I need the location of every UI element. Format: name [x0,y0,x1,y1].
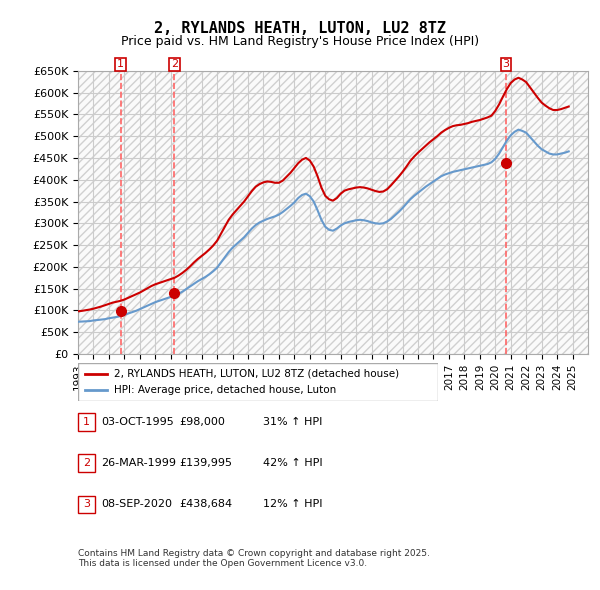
Text: 12% ↑ HPI: 12% ↑ HPI [263,500,322,509]
Text: £98,000: £98,000 [179,417,224,427]
Text: £139,995: £139,995 [179,458,232,468]
Text: 2: 2 [171,60,178,70]
Text: 3: 3 [83,500,90,509]
Text: Contains HM Land Registry data © Crown copyright and database right 2025.
This d: Contains HM Land Registry data © Crown c… [78,549,430,568]
Text: 2, RYLANDS HEATH, LUTON, LU2 8TZ (detached house): 2, RYLANDS HEATH, LUTON, LU2 8TZ (detach… [114,369,399,379]
Text: 2, RYLANDS HEATH, LUTON, LU2 8TZ: 2, RYLANDS HEATH, LUTON, LU2 8TZ [154,21,446,35]
Text: 3: 3 [502,60,509,70]
Text: 42% ↑ HPI: 42% ↑ HPI [263,458,322,468]
Text: 1: 1 [83,417,90,427]
Text: 26-MAR-1999: 26-MAR-1999 [101,458,176,468]
Text: Price paid vs. HM Land Registry's House Price Index (HPI): Price paid vs. HM Land Registry's House … [121,35,479,48]
Text: £438,684: £438,684 [179,500,232,509]
Text: HPI: Average price, detached house, Luton: HPI: Average price, detached house, Luto… [114,385,336,395]
FancyBboxPatch shape [78,363,438,401]
Text: 2: 2 [83,458,90,468]
Text: 31% ↑ HPI: 31% ↑ HPI [263,417,322,427]
Text: 1: 1 [117,60,124,70]
Text: 03-OCT-1995: 03-OCT-1995 [101,417,173,427]
Text: 08-SEP-2020: 08-SEP-2020 [101,500,172,509]
